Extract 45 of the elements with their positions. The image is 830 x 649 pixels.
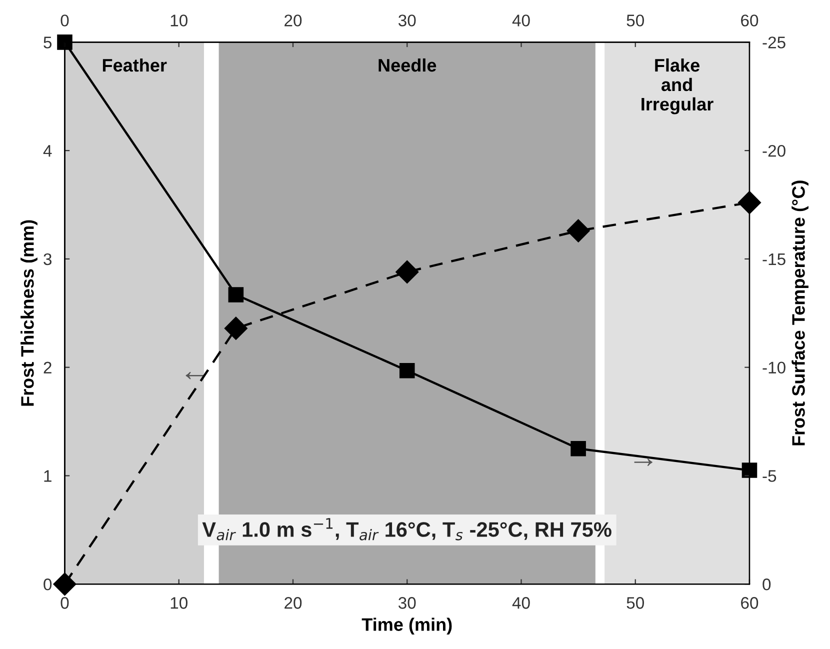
band-label: Feather <box>102 58 167 72</box>
point <box>570 440 586 456</box>
y2-tick-label: -5 <box>762 470 776 482</box>
x2-tick-label: 10 <box>170 14 188 26</box>
y2-tick-label: -10 <box>762 362 786 374</box>
y-axis-title: Frost Thickness (mm) <box>20 220 38 406</box>
y-tick-label: 0 <box>44 578 52 590</box>
x2-tick-label: 40 <box>512 14 530 26</box>
point <box>53 572 76 596</box>
y2-tick-label: -25 <box>762 36 786 48</box>
point <box>57 34 72 50</box>
x-tick-label: 50 <box>626 597 644 609</box>
x2-tick-label: 0 <box>60 14 69 26</box>
text: V$_{air}$ 1.0 m s$^{−1}$, T$_{air}$ 16°C, T$_{s}$ -25°C, RH 75% <box>202 518 612 540</box>
point <box>224 316 248 340</box>
y-tick-label: 3 <box>44 253 52 266</box>
point <box>738 191 761 214</box>
point <box>396 260 419 284</box>
x2-tick-label: 30 <box>398 14 416 26</box>
x-tick-label: 60 <box>741 597 758 609</box>
annotation: ← <box>186 372 204 380</box>
y2-tick-label: 0 <box>762 578 771 590</box>
x-tick-label: 20 <box>284 597 302 609</box>
x-tick-label: 40 <box>512 597 530 609</box>
annotation: → <box>634 458 652 466</box>
point <box>399 362 415 378</box>
point <box>228 287 244 302</box>
x-axis-title: Time (min) <box>362 618 452 635</box>
x-tick-label: 30 <box>398 597 416 609</box>
y2-tick-label: -20 <box>762 144 786 157</box>
point <box>566 219 590 242</box>
y2-axis-title: Frost Surface Temperature (°C) <box>792 180 808 446</box>
y-tick-label: 1 <box>44 470 52 482</box>
x2-tick-label: 60 <box>741 14 758 26</box>
x-tick-label: 10 <box>170 597 188 609</box>
y-tick-label: 4 <box>43 145 52 157</box>
y-tick-label: 5 <box>44 36 52 48</box>
band-label: Needle <box>378 58 436 72</box>
x-tick-label: 0 <box>60 597 69 609</box>
point <box>742 462 758 478</box>
y-tick-label: 2 <box>44 362 52 374</box>
x2-tick-label: 20 <box>284 14 302 26</box>
y2-tick-label: -15 <box>762 254 786 266</box>
band-label: Flake and Irregular <box>642 58 714 114</box>
x2-tick-label: 50 <box>626 14 644 26</box>
